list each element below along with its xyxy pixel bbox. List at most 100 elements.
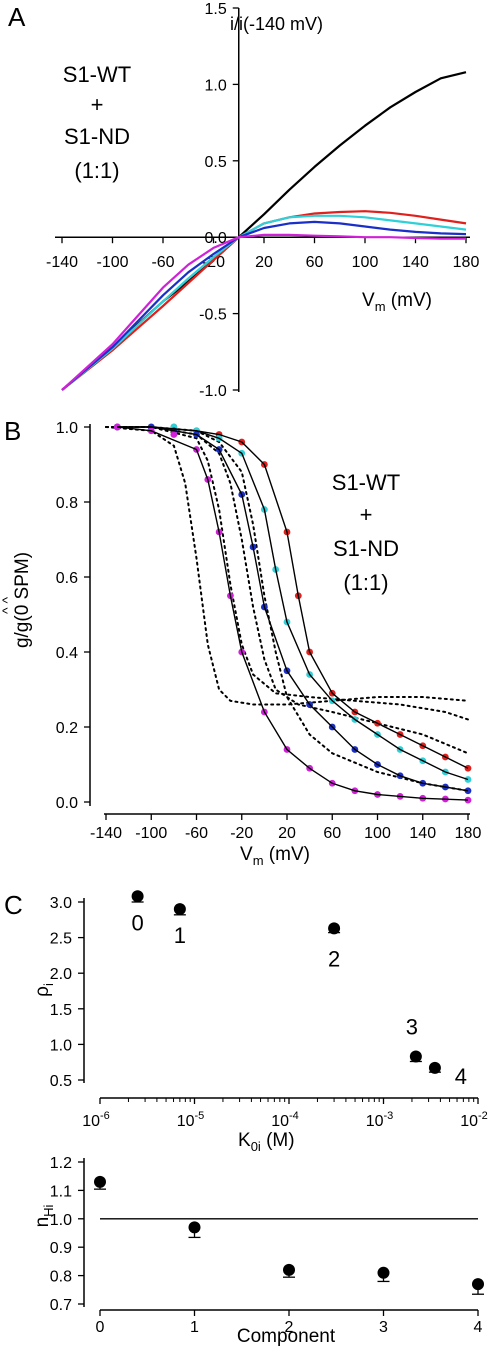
panel-a-annot-line-3: S1-ND — [64, 124, 130, 149]
panel-b-annot-line-1: S1-WT — [332, 470, 400, 495]
panel-c-bottom-x-tick-label: 3 — [379, 1319, 388, 1336]
panel-c-top-point-label: 0 — [131, 910, 143, 935]
panel-b-y-tick-label: 0.8 — [56, 495, 78, 512]
panel-a-y-tick-label: 0.5 — [205, 154, 227, 171]
panel-c-letter: C — [4, 890, 23, 920]
panel-c-top-y-tick-label: 2.0 — [50, 966, 72, 983]
panel-a-y-tick-label: 0.0 — [205, 230, 227, 247]
chart-c-top: 10-6 10-5 10-4 10-3 10-2 0.5 1.0 1.5 2.0 2.5 3.0 0 1… — [50, 890, 488, 1130]
panel-b-x-tick-label: 100 — [364, 825, 391, 842]
panel-a-x-tick-label: -60 — [151, 254, 174, 271]
panel-a-y-tick-label: -1.0 — [199, 383, 227, 400]
panel-b-dotted-curve — [105, 426, 469, 706]
panel-c-bottom-point — [283, 1263, 295, 1276]
panel-c-bottom-point — [94, 1175, 106, 1188]
panel-c-top-x-tick-label: 10-4 — [271, 1110, 299, 1130]
panel-b-dotted-curve — [105, 426, 469, 721]
panel-b-point-magenta — [464, 796, 472, 804]
panel-b-fit-curve — [117, 426, 469, 801]
panel-b-y-tick-label: 0.4 — [56, 645, 78, 662]
panel-a-y-tick-label: -0.5 — [199, 307, 227, 324]
panel-a-x-tick-label: -140 — [46, 254, 78, 271]
panel-b-x-tick-label: -100 — [135, 825, 167, 842]
panel-c-top-y-tick-label: 3.0 — [50, 895, 72, 912]
panel-c-top-x-tick-label: 10-3 — [366, 1110, 394, 1130]
panel-c-bottom-x-tick-label: 0 — [96, 1319, 105, 1336]
panel-b-y-tick-label: 0.2 — [56, 720, 78, 737]
panel-c-top-point — [409, 1050, 422, 1063]
chart-b: -140 -100 -60 -20 20 60 100 140 180 0.0 0.2 0.4 0.6 0… — [56, 420, 482, 842]
panel-a-y-tick-label: 1.0 — [205, 77, 227, 94]
panel-c-bottom-ylabel: nHi — [32, 1204, 56, 1227]
panel-c-top-ylabel: ρi — [32, 983, 56, 997]
panel-c-bottom-x-tick-label: 2 — [285, 1319, 294, 1336]
panel-b-fit-curve — [117, 426, 469, 792]
panel-a-x-tick-label: 140 — [402, 254, 429, 271]
panel-c-top-x-tick-label: 10-2 — [460, 1110, 488, 1130]
panel-c-bottom-x-tick-label: 1 — [190, 1319, 199, 1336]
panel-a-annot-line-4: (1:1) — [74, 158, 119, 183]
panel-c-top-point — [131, 890, 144, 903]
panel-c-top-y-tick-label: 0.5 — [50, 1073, 72, 1090]
chart-c-bottom: 0 1 2 3 4 0.7 0.8 0.9 1.0 1.1 1.2 — [50, 1155, 484, 1336]
panel-b-annot-line-3: S1-ND — [333, 536, 399, 561]
panel-a-x-tick-label: -100 — [96, 254, 128, 271]
panel-a-letter: A — [8, 2, 26, 32]
panel-b-x-tick-label: 20 — [278, 825, 296, 842]
panel-c-top-point — [173, 903, 186, 916]
panel-b-x-tick-label: 140 — [409, 825, 436, 842]
panel-c-top-point-label: 2 — [328, 946, 340, 971]
panel-c-bottom-x-tick-label: 4 — [474, 1319, 483, 1336]
panel-b-y-tick-label: 0.0 — [56, 795, 78, 812]
panel-c-top-point-label: 1 — [174, 923, 186, 948]
panel-c-top-point — [428, 1061, 441, 1074]
panel-b-x-tick-label: 60 — [323, 825, 341, 842]
panel-c-top-xlabel: K0i (M) — [238, 1130, 295, 1154]
panel-b-y-tick-label: 0.6 — [56, 570, 78, 587]
panel-a-x-tick-label: 100 — [352, 254, 379, 271]
chart-a: -140 -100 -60 -20 20 60 100 140 180-1.0-0.50.00.… — [46, 1, 479, 400]
panel-b-dotted-curve — [105, 426, 469, 755]
panel-c-bottom-y-tick-label: 0.9 — [50, 1240, 72, 1257]
panel-b-fit-curve — [117, 426, 469, 769]
panel-b-point-magenta — [170, 431, 178, 438]
panel-b-dotted-curve — [105, 426, 469, 792]
panel-b-letter: B — [4, 416, 21, 446]
panel-a-x-tick-label: 180 — [453, 254, 480, 271]
panel-b-fit-curve — [117, 426, 469, 781]
panel-b-xlabel: Vm (mV) — [240, 844, 310, 868]
panel-a-series-cyan — [61, 214, 467, 391]
panel-a-xlabel: Vm (mV) — [362, 290, 432, 314]
svg-text:g/g(0 SPM): g/g(0 SPM) — [12, 552, 33, 648]
panel-c-bottom-xlabel: Component — [237, 1326, 336, 1347]
panel-c-bottom-y-tick-label: 1.1 — [50, 1183, 72, 1200]
panel-c-bottom-point — [188, 1221, 201, 1234]
panel-c-bottom-point — [472, 1278, 484, 1291]
panel-a-annotation: S1-WT + S1-ND (1:1) — [63, 62, 131, 183]
panel-a-series-magenta — [61, 233, 466, 391]
panel-c-bottom-y-tick-label: 1.2 — [50, 1155, 72, 1172]
panel-c-bottom-y-tick-label: 0.8 — [50, 1269, 72, 1286]
panel-b-x-tick-label: -60 — [185, 825, 208, 842]
panel-b-ylabel: g/g(0 SPM) ^ ^ — [0, 552, 33, 648]
panel-a-x-tick-label: 20 — [255, 254, 273, 271]
panel-c-bottom-y-tick-label: 0.7 — [50, 1297, 72, 1314]
panel-c-top-y-tick-label: 2.5 — [50, 931, 72, 948]
panel-b-x-tick-label: -20 — [230, 825, 253, 842]
panel-a-y-tick-label: 1.5 — [205, 1, 227, 18]
panel-b-y-tick-label: 1.0 — [56, 420, 78, 437]
panel-c-top-y-tick-label: 1.5 — [50, 1002, 72, 1019]
panel-a-series-blue — [61, 220, 467, 391]
svg-text:nHi: nHi — [32, 1204, 56, 1227]
svg-text:^ ^: ^ ^ — [0, 597, 15, 614]
panel-c-top-point-label: 3 — [406, 1015, 418, 1040]
panel-b-x-tick-label: -140 — [90, 825, 122, 842]
panel-c-bottom-point — [377, 1266, 390, 1279]
panel-a-annot-line-1: S1-WT — [63, 62, 131, 87]
panel-b-x-tick-label: 180 — [455, 825, 482, 842]
panel-c-bottom-y-tick-label: 1.0 — [50, 1212, 72, 1229]
panel-b-annotation: S1-WT + S1-ND (1:1) — [332, 470, 400, 595]
panel-a-ylabel: i/i(-140 mV) — [230, 14, 323, 34]
panel-c-top-point-label: 4 — [455, 1064, 467, 1089]
